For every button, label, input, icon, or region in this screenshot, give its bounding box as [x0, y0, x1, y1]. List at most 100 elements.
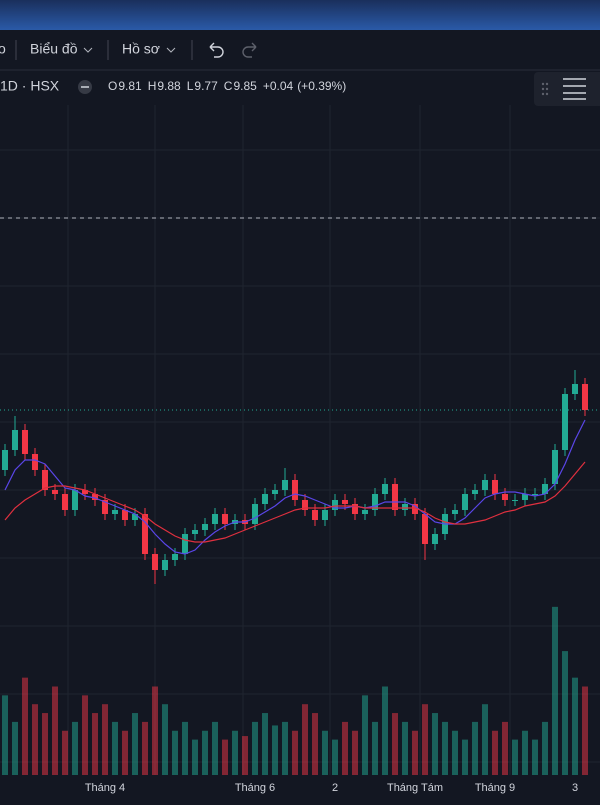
side-panel-toggle[interactable]	[534, 72, 600, 106]
volume-bar	[22, 677, 28, 775]
candle-body	[352, 504, 358, 514]
volume-bar	[312, 713, 318, 775]
chevron	[83, 47, 93, 53]
volume-bar	[72, 721, 78, 775]
volume-bar	[42, 713, 48, 775]
volume-bar	[292, 730, 298, 775]
candle-body	[412, 504, 418, 514]
x-tick-label: 2	[332, 782, 338, 794]
candle-body	[332, 500, 338, 510]
candle-body	[42, 470, 48, 490]
x-tick-label: Tháng 9	[475, 782, 515, 794]
volume-bar	[222, 739, 228, 775]
volume-bar	[112, 721, 118, 775]
candle-body	[202, 524, 208, 530]
candle-body	[542, 484, 548, 494]
candle-body	[212, 514, 218, 524]
drag-handle	[541, 82, 549, 96]
candle-body	[452, 510, 458, 514]
legend-change: +0.04	[263, 79, 294, 93]
candle-body	[372, 494, 378, 510]
redo-button[interactable]	[242, 42, 257, 58]
menu-chart[interactable]: Biểu đồ	[30, 41, 78, 57]
legend-change-pct: (+0.39%)	[297, 79, 346, 93]
candle-body	[532, 494, 538, 495]
candle-body	[272, 490, 278, 494]
volume-bar	[32, 704, 38, 775]
candle-body	[112, 510, 118, 514]
toolbar	[0, 30, 600, 70]
volume-bar	[432, 713, 438, 775]
candle-body	[82, 490, 88, 494]
candle-body	[2, 450, 8, 470]
volume-bar	[2, 695, 8, 775]
volume-bar	[422, 704, 428, 775]
candle-body	[162, 560, 168, 570]
volume-bar	[512, 739, 518, 775]
volume-bar	[382, 686, 388, 775]
volume-bar	[572, 677, 578, 775]
volume-bar	[412, 730, 418, 775]
volume-bar	[452, 730, 458, 775]
candle-body	[472, 490, 478, 494]
chevron	[166, 47, 176, 53]
volume-bar	[392, 713, 398, 775]
volume-bar	[472, 721, 478, 775]
volume-bar	[92, 713, 98, 775]
candle-body	[512, 500, 518, 501]
candle-body	[482, 480, 488, 490]
candle-body	[392, 484, 398, 510]
candle-body	[502, 494, 508, 500]
volume-bar	[262, 713, 268, 775]
volume-bar	[302, 704, 308, 775]
volume-bar	[202, 730, 208, 775]
volume-bar	[212, 721, 218, 775]
candle-body	[552, 450, 558, 484]
volume-bar	[362, 695, 368, 775]
volume-bar	[322, 730, 328, 775]
candle-body	[52, 490, 58, 494]
undo-button[interactable]	[209, 42, 224, 58]
x-tick-label: Tháng Tám	[387, 782, 443, 794]
volume-bar	[142, 721, 148, 775]
candle-body	[132, 514, 138, 520]
volume-bar	[552, 606, 558, 775]
candle-body	[192, 530, 198, 534]
candle-body	[12, 430, 18, 450]
title-bar	[0, 0, 600, 30]
moving-average	[4, 461, 586, 543]
volume-bar	[482, 704, 488, 775]
volume-bar	[132, 713, 138, 775]
volume-bar	[172, 730, 178, 775]
candle-body	[362, 510, 368, 514]
moving-average	[4, 419, 586, 555]
candle-body	[102, 500, 108, 514]
candle-body	[22, 430, 28, 454]
legend-value: 9.81	[118, 79, 142, 93]
volume-bar	[372, 721, 378, 775]
volume-bar	[12, 721, 18, 775]
menu-profile[interactable]: Hồ sơ	[122, 41, 160, 57]
candle-body	[422, 514, 428, 544]
volume-bar	[152, 686, 158, 775]
candle-body	[292, 480, 298, 500]
volume-bar	[272, 725, 278, 775]
grid	[0, 105, 600, 775]
x-tick-label: Tháng 4	[85, 782, 125, 794]
volume-bar	[282, 721, 288, 775]
volume-bar	[242, 736, 248, 775]
candle-body	[122, 510, 128, 520]
candle-body	[582, 384, 588, 410]
volume-bar	[52, 686, 58, 775]
candle-body	[92, 494, 98, 500]
volume-bar	[182, 721, 188, 775]
candle-body	[172, 554, 178, 560]
legend-key: C	[224, 79, 233, 93]
volume-bar	[342, 721, 348, 775]
candle-body	[32, 454, 38, 470]
candle-body	[152, 554, 158, 570]
volume-bar	[352, 730, 358, 775]
volume-bar	[122, 730, 128, 775]
